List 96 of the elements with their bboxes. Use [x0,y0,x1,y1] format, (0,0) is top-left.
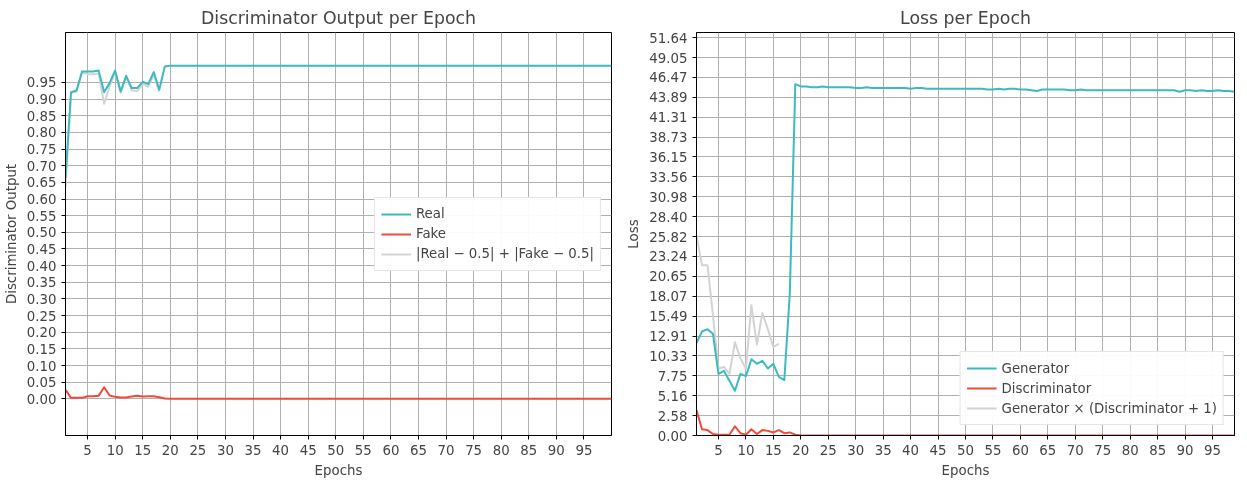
x-tick-label: 55 [984,442,1002,458]
x-tick-label: 20 [161,442,179,458]
y-tick-label: 41.31 [649,110,688,126]
y-tick-label: 15.49 [649,309,688,325]
x-tick-label: 45 [299,442,317,458]
y-tick-label: 0.30 [26,291,57,307]
x-tick-label: 30 [216,442,234,458]
x-tick-label: 70 [437,442,455,458]
y-tick-label: 0.75 [26,142,57,158]
y-tick-label: 25.82 [649,229,688,245]
x-tick-label: 90 [1176,442,1194,458]
x-tick-label: 45 [929,442,947,458]
legend-label: Fake [415,226,446,241]
chart-title: Loss per Epoch [900,7,1031,28]
x-tick-label: 65 [1039,442,1057,458]
x-tick-label: 15 [764,442,782,458]
y-tick-label: 43.89 [649,90,688,106]
y-tick-label: 0.60 [26,192,57,208]
x-tick-label: 10 [737,442,755,458]
y-tick-label: 33.56 [649,169,688,185]
x-tick-label: 65 [409,442,427,458]
y-tick-label: 7.75 [657,368,688,384]
y-tick-label: 0.20 [26,325,57,341]
y-axis-title: Discriminator Output [3,163,19,305]
y-tick-label: 0.80 [26,125,57,141]
y-tick-label: 0.90 [26,92,57,108]
x-tick-label: 30 [847,442,865,458]
y-tick-label: 0.25 [26,308,57,324]
x-tick-label: 40 [902,442,920,458]
x-tick-label: 50 [957,442,974,458]
x-axis-title: Epochs [314,462,363,478]
y-tick-label: 0.05 [26,375,57,391]
x-tick-label: 40 [272,442,290,458]
y-tick-label: 0.00 [26,391,57,407]
y-tick-label: 0.55 [26,208,57,224]
y-tick-label: 0.35 [26,275,57,291]
x-tick-label: 95 [575,442,593,458]
y-tick-label: 46.47 [649,70,688,86]
x-tick-label: 85 [520,442,538,458]
legend-label: Generator [1001,360,1070,376]
x-tick-label: 85 [1149,442,1167,458]
x-tick-label: 10 [106,442,124,458]
legend-label: Generator × (Discriminator + 1) [1001,400,1217,416]
x-tick-label: 25 [819,442,837,458]
y-tick-label: 20.65 [649,269,688,285]
y-tick-label: 12.91 [649,329,688,345]
y-tick-label: 0.10 [26,358,57,374]
x-tick-label: 95 [1204,442,1222,458]
y-tick-label: 36.15 [649,149,688,165]
y-axis-title: Loss [626,219,642,249]
x-axis-title: Epochs [941,462,990,478]
y-tick-label: 0.40 [26,258,57,274]
y-tick-label: 30.98 [649,189,688,205]
x-tick-label: 80 [1121,442,1139,458]
y-tick-label: 28.40 [649,209,688,225]
x-tick-label: 70 [1066,442,1084,458]
x-tick-label: 35 [244,442,262,458]
x-tick-label: 25 [189,442,207,458]
y-tick-label: 0.70 [26,158,57,174]
x-tick-label: 20 [792,442,810,458]
line-series [696,83,1235,392]
x-tick-label: 50 [327,442,345,458]
line-series [65,71,161,189]
x-tick-label: 80 [492,442,510,458]
x-tick-label: 5 [83,442,92,458]
x-tick-label: 55 [354,442,372,458]
y-tick-label: 51.64 [649,30,688,46]
x-tick-label: 60 [1011,442,1029,458]
y-tick-label: 0.85 [26,108,57,124]
y-tick-label: 38.73 [649,130,688,146]
y-tick-label: 0.00 [657,428,688,444]
x-tick-label: 60 [382,442,400,458]
line-series [696,234,780,375]
x-tick-label: 75 [465,442,483,458]
line-series [65,64,612,180]
y-tick-label: 0.95 [26,75,57,91]
x-tick-label: 35 [874,442,892,458]
y-tick-label: 10.33 [649,348,688,364]
legend-label: Real [415,206,445,221]
y-tick-label: 0.45 [26,241,57,257]
y-tick-label: 0.65 [26,175,57,191]
y-tick-label: 5.16 [657,388,688,404]
legend-label: Discriminator [1001,380,1092,396]
x-tick-label: 15 [134,442,152,458]
y-tick-label: 18.07 [649,289,688,305]
x-tick-label: 75 [1094,442,1112,458]
legend-label: |Real − 0.5| + |Fake − 0.5| [415,246,594,261]
x-tick-label: 90 [547,442,565,458]
chart-title: Discriminator Output per Epoch [200,7,477,28]
x-tick-label: 5 [714,442,723,458]
line-series [65,386,612,400]
y-tick-label: 2.58 [657,408,688,424]
y-tick-label: 23.24 [649,249,688,265]
y-tick-label: 0.50 [26,225,57,241]
y-tick-label: 49.05 [649,50,688,66]
y-tick-label: 0.15 [26,341,57,357]
